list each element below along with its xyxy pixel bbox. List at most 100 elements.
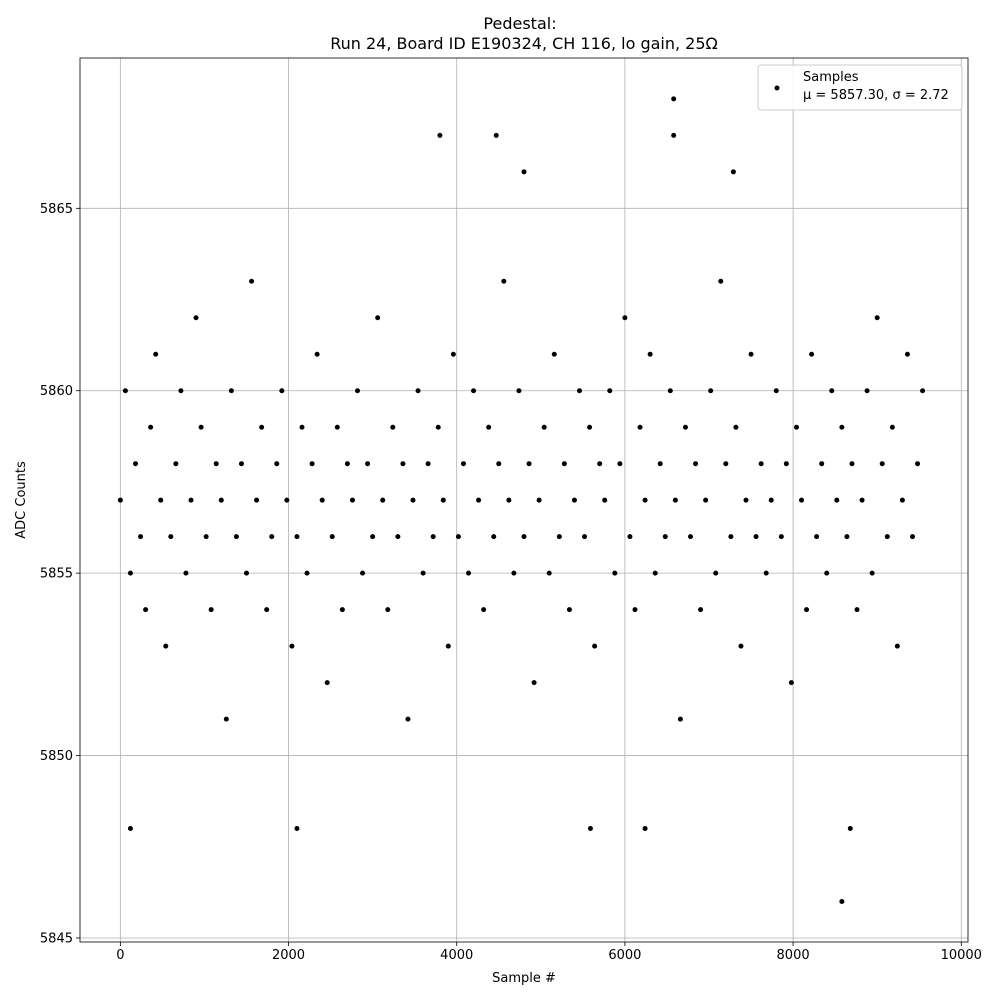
x-tick-label: 8000: [777, 948, 810, 963]
legend-marker: [774, 85, 780, 91]
data-point: [269, 534, 275, 540]
data-point: [355, 388, 360, 394]
x-tick-label: 6000: [608, 948, 641, 963]
chart-title: Pedestal:: [483, 14, 556, 33]
data-point: [556, 534, 562, 540]
data-point: [899, 497, 905, 503]
data-point: [233, 534, 239, 540]
data-point: [516, 388, 522, 394]
data-point: [587, 424, 593, 430]
data-point: [847, 826, 853, 832]
data-point: [904, 351, 910, 357]
data-point: [703, 497, 709, 503]
data-point: [304, 570, 310, 576]
data-point: [486, 424, 492, 430]
data-point: [536, 497, 542, 503]
data-point: [874, 315, 880, 321]
data-point: [476, 497, 482, 503]
y-tick-label: 5865: [40, 202, 73, 217]
data-point: [541, 424, 547, 430]
data-point: [688, 534, 693, 540]
data-point: [799, 497, 804, 503]
data-point: [460, 461, 466, 467]
data-point: [496, 461, 502, 467]
data-point: [294, 534, 300, 540]
data-point: [551, 351, 557, 357]
x-axis-label: Sample #: [492, 971, 556, 986]
data-point: [662, 534, 668, 540]
data-point: [284, 497, 290, 503]
data-point: [314, 351, 320, 357]
data-point: [365, 461, 371, 467]
data-point: [652, 570, 658, 576]
data-point: [632, 607, 638, 613]
data-point: [849, 461, 855, 467]
data-point: [839, 424, 845, 430]
data-point: [259, 424, 265, 430]
data-point: [324, 680, 330, 686]
data-point: [793, 424, 799, 430]
data-point: [844, 534, 850, 540]
data-point: [437, 132, 443, 138]
data-point: [637, 424, 643, 430]
axes-frame: [79, 57, 969, 943]
data-point: [440, 497, 446, 503]
data-point: [657, 461, 663, 467]
data-point: [466, 570, 471, 576]
data-point: [758, 461, 764, 467]
data-point: [577, 388, 582, 394]
data-point: [228, 388, 234, 394]
data-point: [894, 643, 900, 649]
data-point: [375, 315, 381, 321]
data-point: [738, 643, 744, 649]
data-point: [218, 497, 224, 503]
data-point: [203, 534, 209, 540]
data-point: [671, 132, 677, 138]
y-tick-label: 5860: [40, 384, 73, 399]
data-point: [334, 424, 340, 430]
data-point: [587, 826, 593, 832]
data-point: [319, 497, 325, 503]
data-point: [602, 497, 608, 503]
legend-box: [757, 64, 963, 111]
data-point: [238, 461, 244, 467]
plot-area: [80, 58, 968, 942]
data-point: [208, 607, 214, 613]
data-point: [223, 716, 229, 722]
data-point: [910, 534, 915, 540]
data-point: [501, 278, 507, 284]
data-point: [718, 278, 724, 284]
data-point: [708, 388, 714, 394]
chart-subtitle: Run 24, Board ID E190324, CH 116, lo gai…: [330, 34, 718, 53]
data-point: [854, 607, 860, 613]
data-point: [763, 570, 769, 576]
data-point: [198, 424, 204, 430]
data-point: [425, 461, 431, 467]
data-point: [768, 497, 774, 503]
data-point: [385, 607, 391, 613]
data-point: [829, 388, 835, 394]
data-point: [455, 534, 461, 540]
data-point: [814, 534, 820, 540]
data-point: [864, 388, 870, 394]
data-point: [143, 607, 149, 613]
data-point: [188, 497, 194, 503]
data-point: [213, 461, 219, 467]
data-point: [274, 461, 280, 467]
data-point: [506, 497, 512, 503]
data-point: [607, 388, 613, 394]
data-point: [728, 534, 734, 540]
data-point: [299, 424, 305, 430]
data-point: [723, 461, 729, 467]
data-point: [642, 826, 648, 832]
data-point: [677, 716, 683, 722]
data-point: [622, 315, 628, 321]
y-axis-label: ADC Counts: [14, 461, 29, 539]
data-point: [672, 497, 678, 503]
data-point: [493, 132, 499, 138]
data-point: [344, 461, 350, 467]
data-point: [415, 388, 421, 394]
data-point: [571, 497, 577, 503]
data-point: [809, 351, 815, 357]
x-tick-label: 0: [116, 948, 124, 963]
